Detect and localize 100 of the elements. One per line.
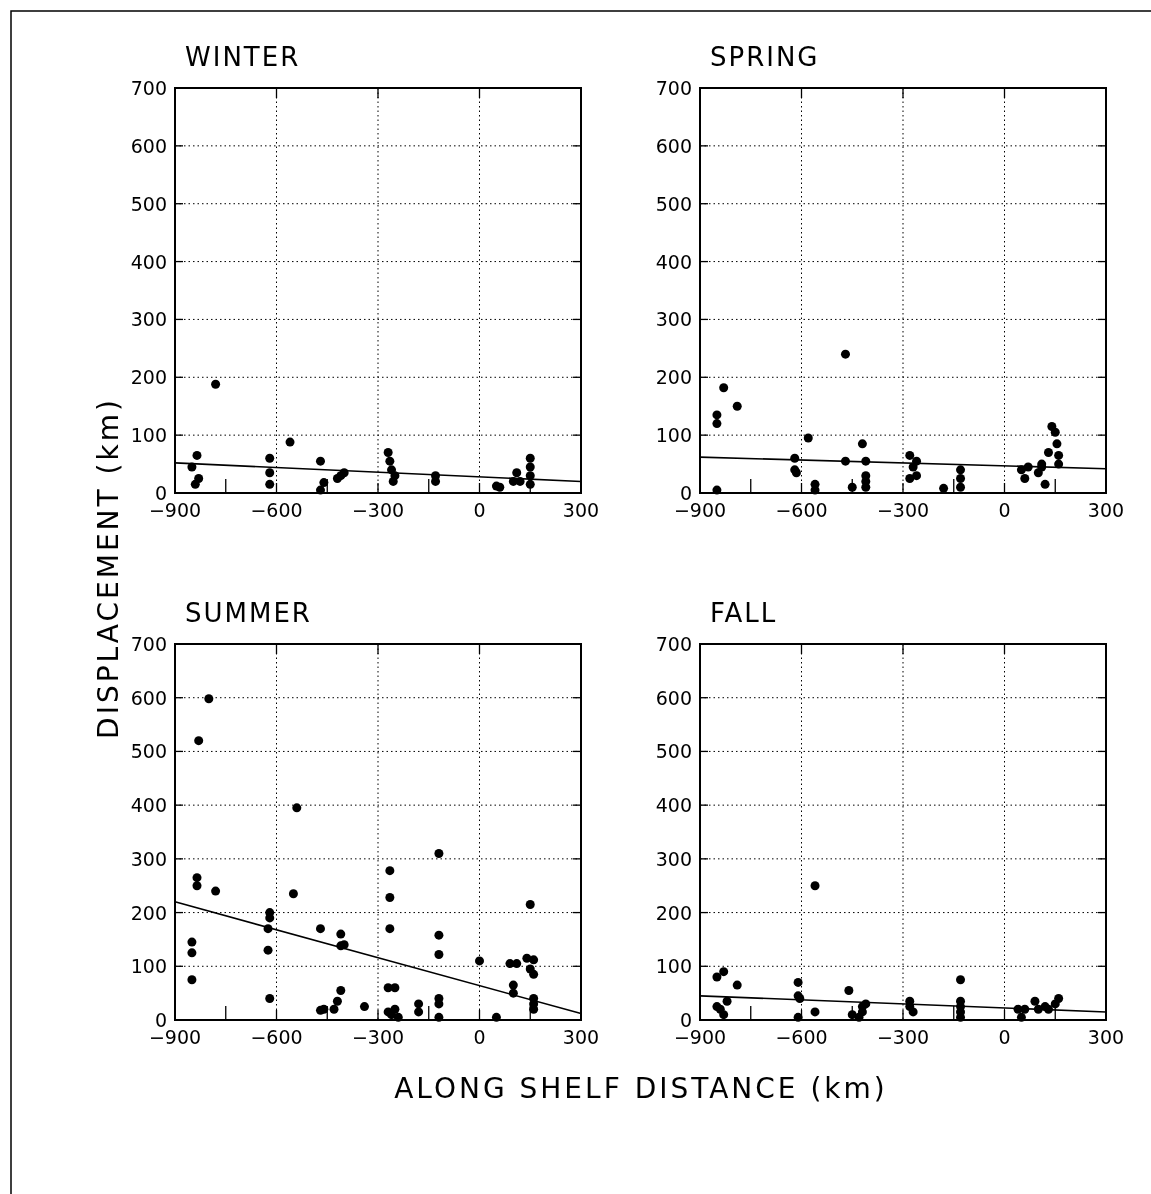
point [912, 471, 922, 481]
x-tick-label: −300 [876, 1026, 930, 1048]
point [847, 482, 857, 492]
y-tick-label: 200 [130, 901, 167, 924]
point [732, 980, 742, 990]
x-tick-label: −300 [351, 1026, 405, 1048]
y-tick-label: 100 [655, 424, 692, 447]
x-tick-label: 0 [473, 1026, 486, 1048]
point [719, 967, 729, 977]
point [385, 893, 395, 903]
point [1030, 996, 1040, 1006]
point [475, 956, 484, 966]
point [265, 994, 275, 1004]
y-tick-label: 100 [130, 424, 167, 447]
x-tick-label: 300 [562, 499, 600, 521]
point [315, 1005, 325, 1015]
point [1043, 448, 1053, 457]
point [390, 983, 400, 993]
point [194, 736, 204, 746]
point [1020, 474, 1030, 484]
point [204, 694, 214, 704]
point [712, 972, 722, 982]
point [1052, 439, 1062, 449]
chart-title: FALL [710, 598, 778, 628]
point [336, 985, 346, 995]
point [319, 478, 329, 488]
point [329, 1004, 339, 1014]
y-tick-label: 200 [655, 366, 692, 389]
point [844, 985, 854, 995]
x-tick-label: 0 [998, 1026, 1011, 1048]
point [712, 485, 722, 495]
point [211, 379, 221, 389]
point [1050, 427, 1060, 437]
x-tick-label: 0 [473, 499, 486, 521]
point [434, 1012, 444, 1022]
point [192, 450, 202, 460]
y-tick-label: 400 [130, 794, 167, 817]
y-tick-label: 300 [655, 847, 692, 870]
x-tick-label: 300 [1087, 1026, 1125, 1048]
point [263, 945, 273, 955]
point [525, 479, 535, 489]
y-tick-label: 600 [655, 134, 692, 157]
point [434, 949, 444, 959]
point [857, 439, 867, 449]
point [414, 1007, 424, 1017]
point [905, 474, 915, 484]
y-tick-label: 400 [130, 250, 167, 273]
point [292, 803, 302, 813]
x-tick-label: 300 [1087, 499, 1125, 521]
y-tick-label: 700 [130, 633, 167, 655]
y-tick-label: 300 [130, 308, 167, 331]
x-axis-title: ALONG SHELF DISTANCE (km) [394, 1072, 888, 1105]
point [211, 886, 221, 896]
point [332, 996, 342, 1006]
point [288, 889, 298, 899]
point [810, 1007, 820, 1017]
point [385, 456, 395, 466]
point [939, 483, 949, 493]
point [265, 453, 275, 463]
point [315, 456, 325, 466]
x-tick-label: −600 [775, 1026, 828, 1048]
x-tick-label: −600 [250, 1026, 303, 1048]
point [491, 1012, 501, 1022]
point [793, 977, 803, 987]
y-tick-label: 700 [655, 633, 692, 655]
point [187, 937, 197, 947]
point [1040, 479, 1050, 489]
point [385, 924, 395, 934]
y-tick-label: 100 [130, 955, 167, 978]
point [194, 474, 204, 484]
point [840, 349, 850, 359]
y-tick-label: 300 [655, 308, 692, 331]
y-tick-label: 700 [130, 77, 167, 99]
point [512, 959, 522, 969]
point [393, 1012, 403, 1022]
point [956, 975, 966, 985]
point [712, 410, 722, 420]
point [359, 1002, 369, 1012]
y-tick-label: 300 [130, 847, 167, 870]
point [956, 482, 966, 492]
point [187, 948, 197, 958]
y-tick-label: 500 [655, 740, 692, 763]
point [491, 481, 501, 491]
y-tick-label: 100 [655, 955, 692, 978]
point [508, 476, 518, 486]
point [385, 866, 395, 876]
point [265, 479, 275, 489]
point [315, 485, 325, 495]
point [512, 468, 522, 478]
point [336, 929, 346, 939]
point [187, 975, 197, 985]
point [732, 401, 742, 411]
point [847, 1010, 857, 1020]
y-tick-label: 200 [130, 366, 167, 389]
y-tick-label: 500 [655, 192, 692, 215]
point [525, 453, 535, 463]
x-tick-label: −600 [250, 499, 303, 521]
point [719, 383, 729, 393]
point [315, 924, 325, 934]
y-axis-title: DISPLACEMENT (km) [92, 397, 125, 739]
